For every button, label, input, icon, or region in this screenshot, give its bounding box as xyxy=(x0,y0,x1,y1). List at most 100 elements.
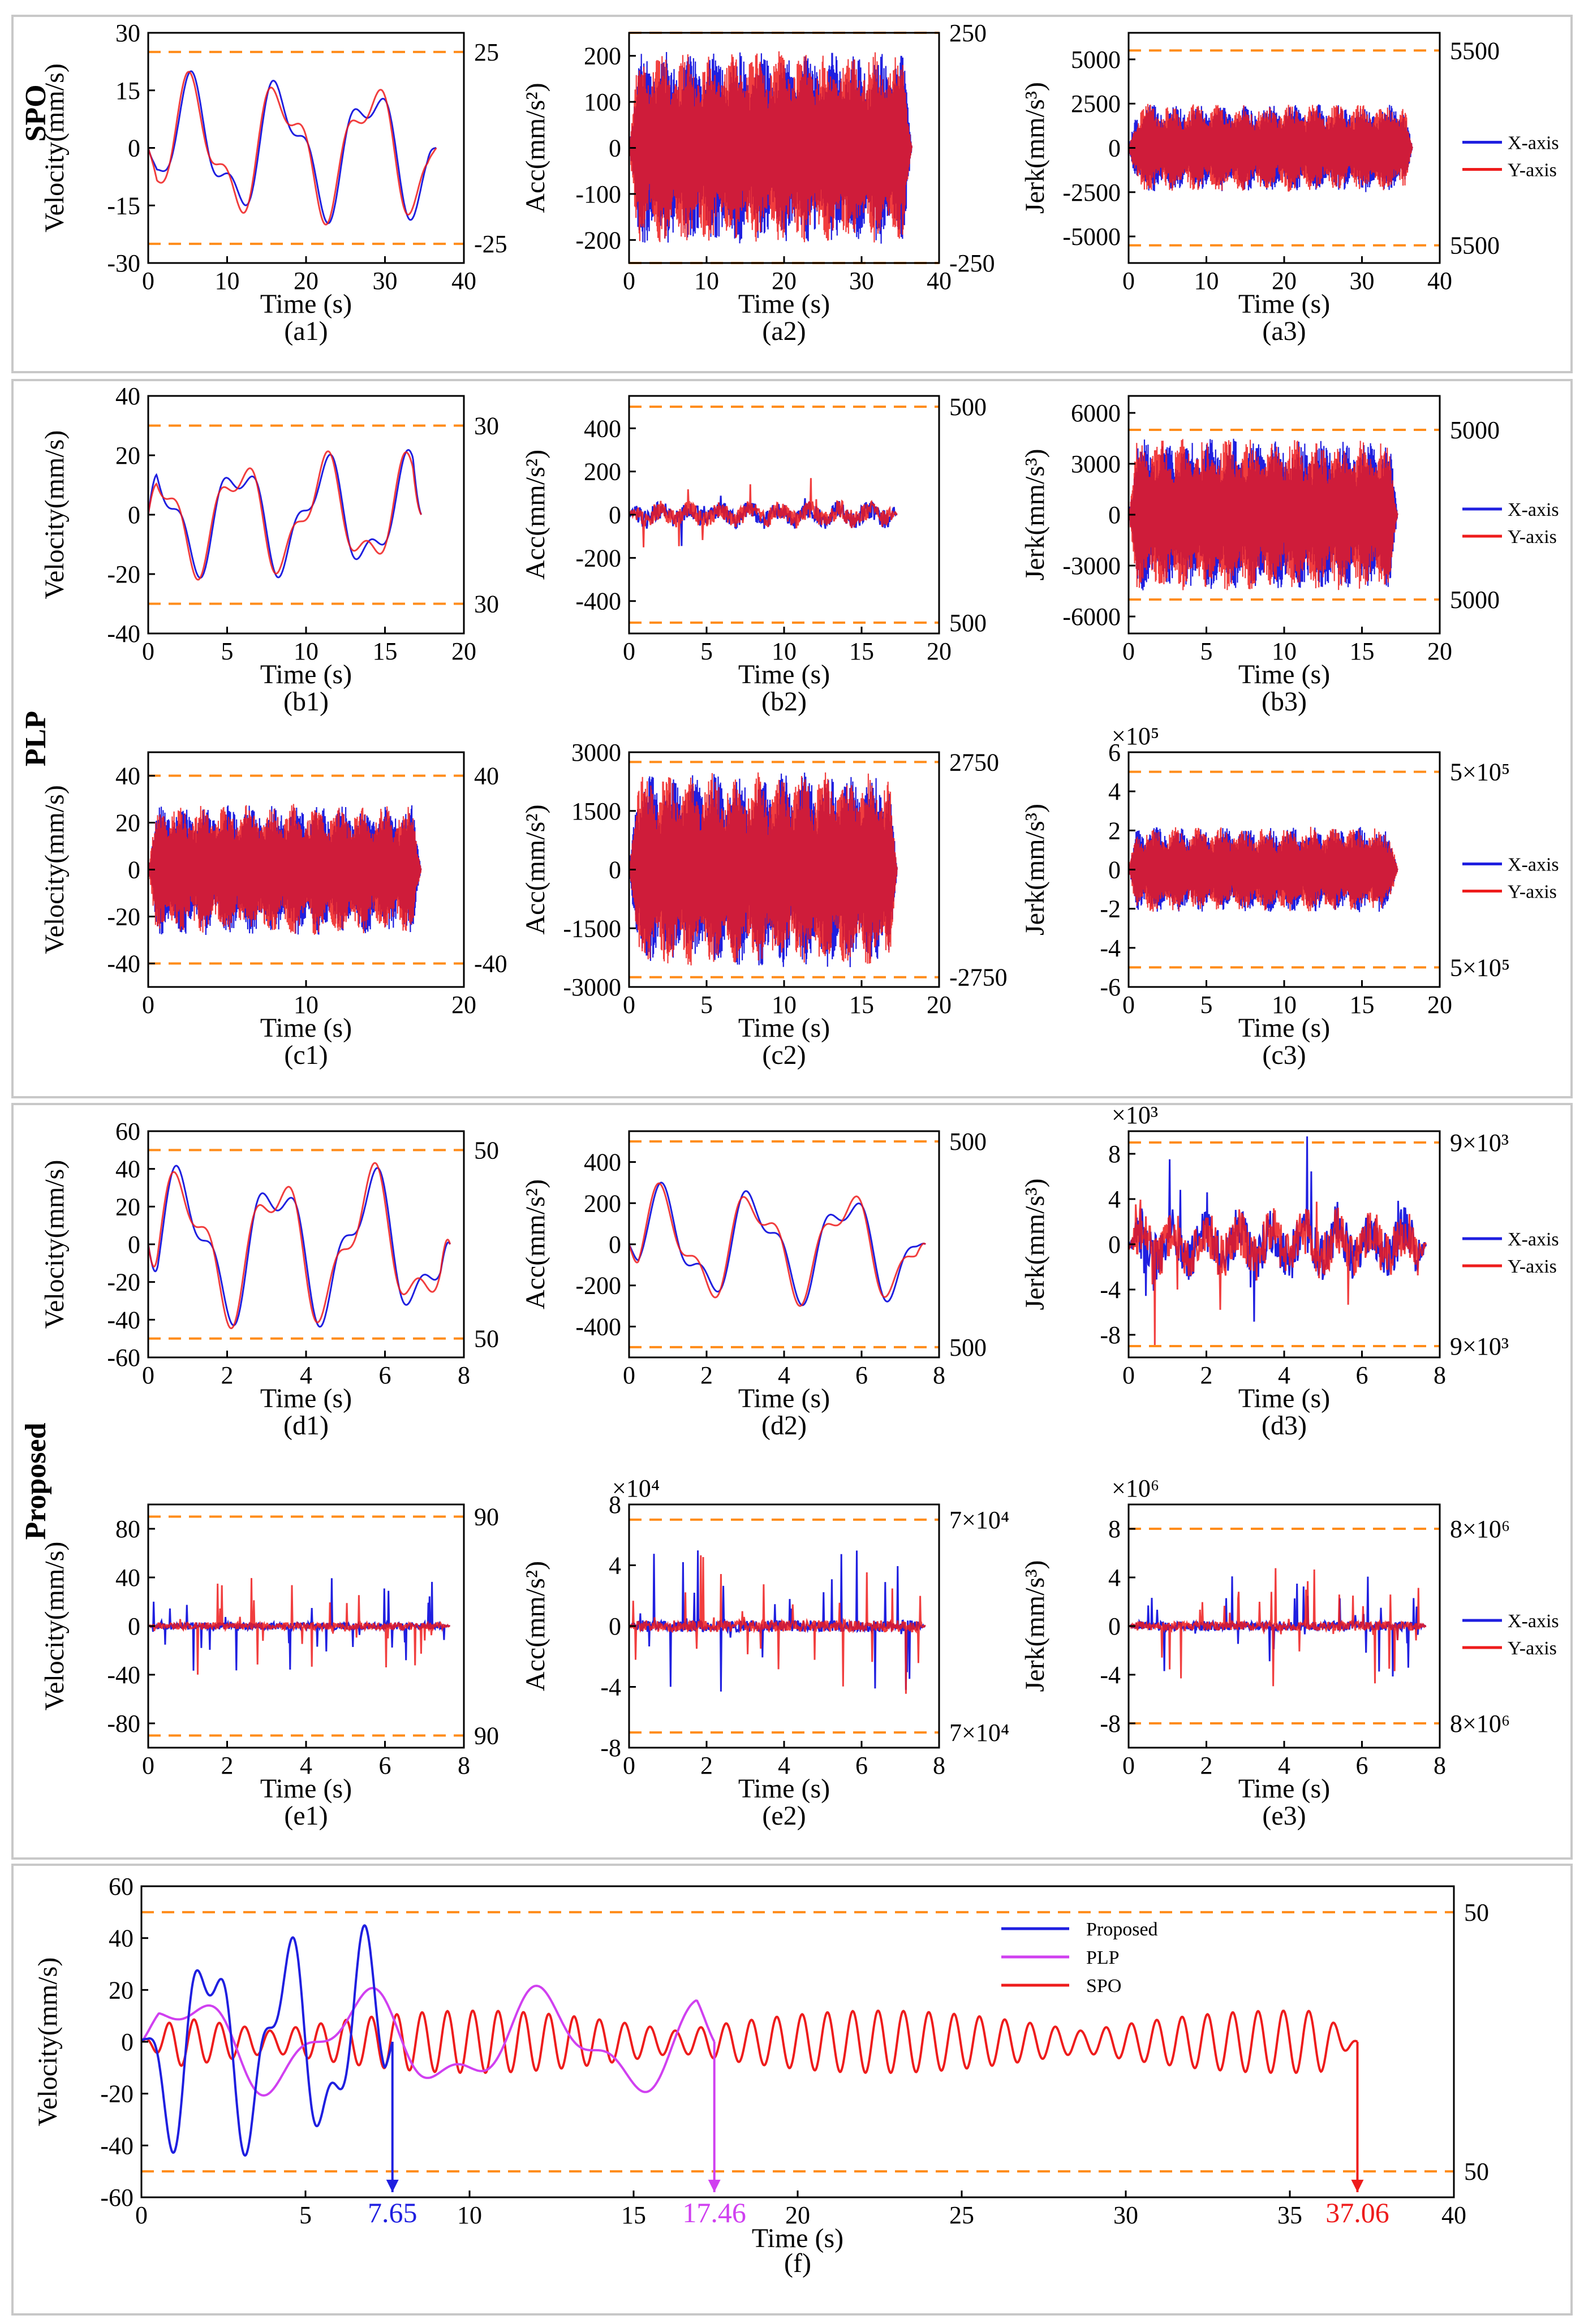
series-line-y-axis xyxy=(1129,1568,1427,1687)
x-axis-label: Time (s) xyxy=(738,1013,830,1043)
y-tick-label: -20 xyxy=(107,903,140,931)
panel-d1: 0 2 4 6 8 -60 -40 -20 0 20 40 60 50 50 Time (s) Velocit… xyxy=(40,1118,499,1441)
y-tick-label: 3000 xyxy=(1071,450,1121,478)
y-tick-label: -40 xyxy=(107,620,140,648)
right-limit-label: 5000 xyxy=(1450,416,1500,444)
y-tick-label: 100 xyxy=(584,88,621,116)
x-tick-label: 10 xyxy=(215,267,240,295)
legend-label-plp: PLP xyxy=(1086,1947,1120,1968)
series-line-y-axis xyxy=(1129,439,1398,590)
panel-b1: 0 5 10 15 20 -40 -20 0 20 40 30 30 Time (s) Velocity(… xyxy=(40,382,499,717)
right-limit-label: 5500 xyxy=(1450,37,1500,64)
traces-d3 xyxy=(1129,1136,1427,1347)
y-tick-label: 4 xyxy=(609,1552,621,1580)
y-axis-label: Jerk(mm/s³) xyxy=(1020,449,1050,580)
series-line-proposed xyxy=(141,1924,394,2157)
y-tick-label: 0 xyxy=(609,1231,621,1258)
y-tick-label: 60 xyxy=(115,1118,140,1145)
y-tick-label: -2 xyxy=(1100,895,1121,923)
panel-caption: (a3) xyxy=(1262,316,1306,346)
series-line-x-axis xyxy=(148,1165,451,1328)
x-tick-label: 0 xyxy=(142,637,154,665)
axes-box xyxy=(147,395,465,635)
panel-c3: 0 5 10 15 20 -6 -4 -2 0 2 4 6×10⁵ 5×10⁵ 5×10⁵ Time (s)… xyxy=(1020,722,1559,1070)
x-tick-label: 30 xyxy=(373,267,398,295)
x-axis-label: Time (s) xyxy=(1238,1383,1330,1413)
x-tick-label: 6 xyxy=(379,1361,391,1389)
end-marker-arrow xyxy=(708,2179,721,2192)
y-tick-label: -3000 xyxy=(563,973,621,1001)
traces-e1 xyxy=(148,1578,450,1675)
x-tick-label: 0 xyxy=(135,2201,148,2229)
x-tick-label: 8 xyxy=(1434,1361,1446,1389)
x-axis-label: Time (s) xyxy=(738,289,830,319)
legend-label-spo: SPO xyxy=(1086,1976,1121,1997)
traces-e3 xyxy=(1129,1568,1427,1687)
y-tick-label: 400 xyxy=(584,415,621,442)
y-tick-label: -100 xyxy=(575,180,621,208)
y-tick-label: 4 xyxy=(1108,778,1121,805)
x-tick-label: 0 xyxy=(1122,991,1135,1019)
x-tick-label: 10 xyxy=(457,2201,482,2229)
y-tick-label: 0 xyxy=(128,135,140,162)
y-tick-label: -4 xyxy=(1100,1276,1121,1304)
legend-label-x-axis: X-axis xyxy=(1508,1229,1559,1250)
y-tick-label: -200 xyxy=(575,1272,621,1300)
x-tick-label: 5 xyxy=(1200,991,1213,1019)
x-tick-label: 10 xyxy=(694,267,719,295)
y-tick-label: 4 xyxy=(1108,1564,1121,1592)
y-tick-label: 0 xyxy=(1108,501,1121,529)
y-axis-label: Velocity(mm/s) xyxy=(33,1957,63,2127)
x-tick-label: 4 xyxy=(778,1752,790,1779)
right-limit-label: -40 xyxy=(474,950,507,978)
y-axis-label: Velocity(mm/s) xyxy=(40,785,70,954)
panel-caption: (e2) xyxy=(762,1801,806,1831)
y-tick-label: 8 xyxy=(1108,1140,1121,1168)
x-tick-label: 15 xyxy=(849,991,874,1019)
traces-d1 xyxy=(148,1162,451,1329)
section-frame xyxy=(11,1864,1573,2316)
x-tick-label: 20 xyxy=(772,267,797,295)
series-line-y-axis xyxy=(148,450,422,581)
x-tick-label: 2 xyxy=(221,1752,234,1779)
x-tick-label: 0 xyxy=(142,267,154,295)
traces-a1 xyxy=(148,70,437,226)
x-tick-label: 15 xyxy=(849,637,874,665)
x-tick-label: 6 xyxy=(1356,1361,1368,1389)
y-tick-label: 30 xyxy=(115,19,140,47)
panel-caption: (c1) xyxy=(284,1040,328,1070)
y-tick-label: 40 xyxy=(109,1925,134,1952)
right-limit-label: 40 xyxy=(474,762,499,790)
section-label: Proposed xyxy=(20,1422,52,1540)
x-tick-label: 40 xyxy=(451,267,476,295)
panel-caption: (b2) xyxy=(761,687,807,717)
series-line-y-axis xyxy=(629,1182,927,1307)
y-tick-label: 200 xyxy=(584,1189,621,1217)
x-tick-label: 40 xyxy=(1427,267,1452,295)
traces-a2 xyxy=(629,51,913,244)
x-tick-label: 8 xyxy=(933,1752,945,1779)
y-tick-label: -200 xyxy=(575,544,621,572)
section-label: SPO xyxy=(20,84,52,141)
right-limit-label: 7×10⁴ xyxy=(949,1506,1009,1534)
series-line-y-axis xyxy=(148,1162,451,1329)
panel-a2: 0 10 20 30 40 -200 -100 0 100 200 250 -250 Time (s) A… xyxy=(520,19,995,346)
y-tick-label: -4 xyxy=(1100,1661,1121,1689)
x-tick-label: 15 xyxy=(621,2201,646,2229)
y-tick-label: -8 xyxy=(1100,1710,1121,1737)
y-tick-label: 0 xyxy=(609,135,621,162)
end-marker-arrow xyxy=(386,2179,399,2192)
panel-caption: (b3) xyxy=(1262,687,1307,717)
x-tick-label: 5 xyxy=(700,637,713,665)
x-tick-label: 20 xyxy=(451,991,476,1019)
x-tick-label: 0 xyxy=(142,1361,154,1389)
right-limit-label: 90 xyxy=(474,1503,499,1531)
y-tick-label: 0 xyxy=(609,1612,621,1640)
y-axis-label: Jerk(mm/s³) xyxy=(1020,82,1050,214)
y-tick-label: -3000 xyxy=(1062,552,1121,580)
section-frame xyxy=(11,379,1573,1098)
x-tick-label: 0 xyxy=(1122,637,1135,665)
y-axis-label: Acc(mm/s²) xyxy=(520,450,550,580)
